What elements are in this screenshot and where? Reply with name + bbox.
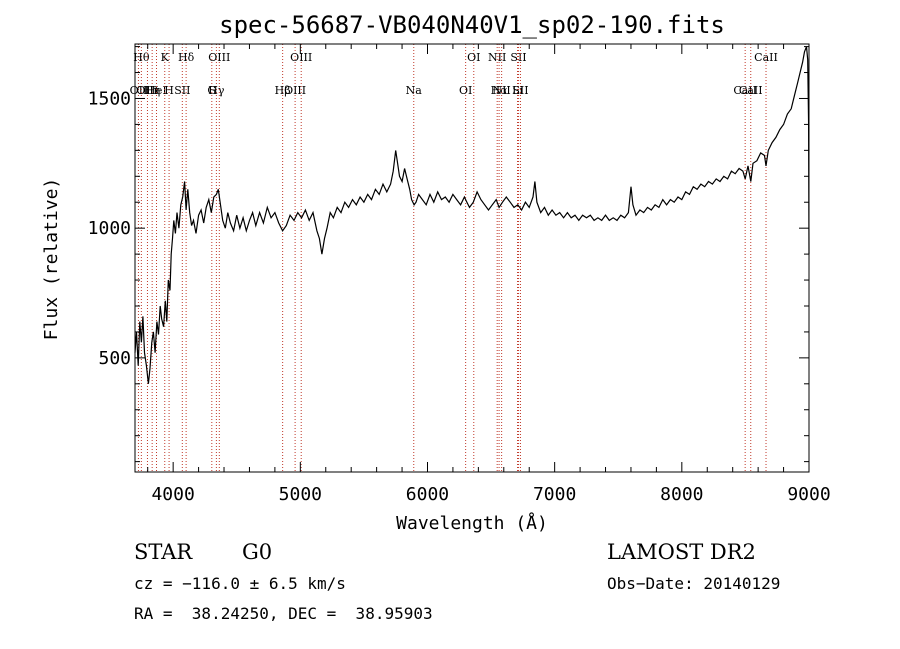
observation-date: Obs−Date: 20140129 [607, 574, 781, 593]
chart-title: spec-56687-VB040N40V1_sp02-190.fits [219, 11, 725, 39]
line-marker-label: Li [512, 84, 523, 97]
line-marker-label: SII [512, 84, 528, 97]
line-marker-label: CaII [739, 84, 763, 97]
line-marker-label: OIII [290, 51, 312, 64]
survey-name: LAMOST DR2 [607, 540, 756, 564]
line-marker-label: SII [174, 84, 190, 97]
redshift-readout: cz = −116.0 ± 6.5 km/s [134, 574, 346, 593]
line-marker-label: H [164, 84, 174, 97]
line-marker-label: NII [488, 51, 506, 64]
x-axis-label: Wavelength (Å) [396, 512, 548, 534]
x-tick-label: 6000 [406, 484, 449, 505]
line-marker-label: Hγ [208, 84, 225, 97]
x-tick-label: 7000 [533, 484, 576, 505]
line-marker-label: Hδ [178, 51, 195, 64]
x-tick-label: 4000 [151, 484, 194, 505]
x-tick-label: 8000 [660, 484, 703, 505]
line-marker-label: Hα [491, 84, 509, 97]
line-marker-label: OIII [136, 84, 158, 97]
line-marker-label: CaII [733, 84, 757, 97]
line-marker-label: OI [467, 51, 480, 64]
line-marker-label: CaII [754, 51, 778, 64]
y-tick-label: 1000 [88, 218, 131, 239]
spectrum-line-0 [134, 46, 810, 384]
object-subclass: G0 [242, 540, 273, 564]
line-marker-label: OIII [284, 84, 306, 97]
line-marker-label: K [161, 51, 170, 64]
line-marker-label: OI [459, 84, 472, 97]
coordinates-readout: RA = 38.24250, DEC = 38.95903 [134, 604, 433, 623]
line-marker-label: Na [406, 84, 423, 97]
line-marker-label: HeI [146, 84, 166, 97]
line-marker-label: G [207, 84, 216, 97]
y-tick-label: 500 [98, 348, 131, 369]
line-marker-label: Hη [144, 84, 160, 97]
axes: 4000 5000 6000 7000 8000 9000 500 1000 1500 [88, 44, 831, 505]
line-marker-label: OIII [208, 51, 230, 64]
object-class: STAR [134, 540, 193, 564]
x-tick-label: 9000 [787, 484, 830, 505]
spectrum-series [134, 46, 810, 384]
y-tick-label: 1500 [88, 88, 131, 109]
line-marker-label: NII [492, 84, 510, 97]
line-marker-label: SII [510, 51, 526, 64]
line-marker-label: Hβ [275, 84, 291, 97]
line-marker-label: OII [130, 84, 148, 97]
x-tick-label: 5000 [279, 484, 322, 505]
y-axis-label: Flux (relative) [41, 178, 62, 341]
plot-frame [134, 43, 810, 473]
line-marker-label: Hθ [133, 51, 150, 64]
